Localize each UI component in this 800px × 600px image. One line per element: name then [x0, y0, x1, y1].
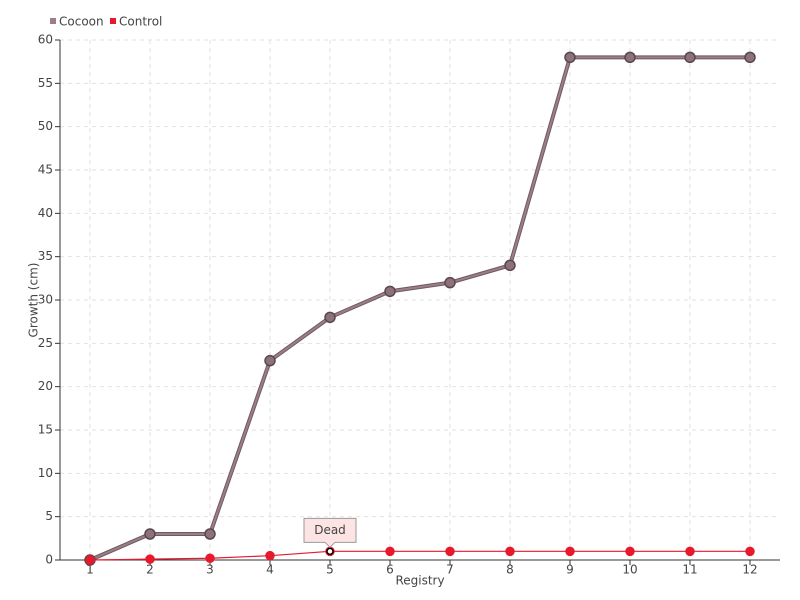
data-point: [745, 546, 755, 557]
data-point: [624, 51, 636, 64]
y-tick-label: 20: [38, 379, 53, 393]
data-point: [145, 554, 155, 564]
data-point: [85, 555, 95, 565]
x-tick-label: 9: [566, 563, 574, 577]
y-tick-label: 30: [38, 293, 53, 307]
series-line: [89, 550, 750, 561]
y-tick-label: 45: [38, 163, 53, 177]
data-point: [384, 285, 396, 298]
legend-label: Control: [119, 15, 162, 29]
data-point: [505, 546, 515, 557]
x-tick-label: 6: [386, 563, 394, 577]
annotation: Dead: [303, 517, 357, 556]
y-axis-label: Growth (cm): [27, 263, 41, 338]
x-tick-label: 8: [506, 563, 514, 577]
y-tick-label: 5: [45, 509, 53, 523]
x-tick-label: 10: [622, 563, 637, 577]
y-tick-label: 35: [38, 249, 53, 263]
legend-swatch: [50, 18, 56, 24]
data-point: [265, 550, 275, 561]
y-tick-label: 40: [38, 206, 53, 220]
data-point: [504, 259, 516, 272]
x-tick-label: 4: [266, 563, 274, 577]
x-tick-label: 5: [326, 563, 334, 577]
data-point: [564, 51, 576, 64]
data-point: [684, 51, 696, 64]
data-point: [685, 546, 695, 557]
legend-swatch: [110, 18, 116, 24]
x-axis-label: Registry: [395, 574, 444, 588]
y-tick-label: 0: [45, 553, 53, 567]
data-point: [324, 311, 336, 324]
data-point: [385, 546, 395, 557]
y-tick-label: 60: [38, 33, 53, 47]
data-point: [204, 528, 216, 540]
y-tick-label: 15: [38, 423, 53, 437]
series-line-outline: [89, 55, 750, 562]
data-point: [144, 528, 156, 540]
data-point: [444, 276, 456, 289]
annotation-point: [326, 547, 334, 556]
x-tick-label: 7: [446, 563, 454, 577]
y-tick-label: 25: [38, 336, 53, 350]
y-tick-label: 55: [38, 76, 53, 90]
data-point: [445, 546, 455, 557]
data-point: [625, 546, 635, 557]
x-tick-label: 2: [146, 563, 154, 577]
legend-label: Cocoon: [59, 15, 104, 29]
annotation-label: Dead: [314, 523, 346, 537]
y-tick-label: 10: [38, 466, 53, 480]
annotation-box: [303, 517, 357, 549]
data-point: [744, 51, 756, 64]
data-point: [565, 546, 575, 557]
x-tick-label: 11: [682, 563, 697, 577]
y-tick-label: 50: [38, 119, 53, 133]
x-tick-label: 1: [86, 563, 94, 577]
data-point: [264, 354, 276, 367]
x-tick-label: 12: [742, 563, 757, 577]
data-point: [205, 553, 215, 564]
x-tick-label: 3: [206, 563, 214, 577]
series-line: [89, 56, 750, 561]
